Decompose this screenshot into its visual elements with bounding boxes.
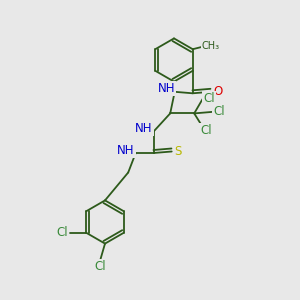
Text: Cl: Cl bbox=[213, 105, 225, 119]
Text: Cl: Cl bbox=[56, 226, 68, 239]
Text: Cl: Cl bbox=[203, 92, 215, 105]
Text: CH₃: CH₃ bbox=[202, 41, 220, 51]
Text: NH: NH bbox=[117, 144, 135, 157]
Text: NH: NH bbox=[135, 122, 153, 136]
Text: O: O bbox=[214, 85, 223, 98]
Text: Cl: Cl bbox=[200, 124, 212, 137]
Text: NH: NH bbox=[158, 82, 175, 95]
Text: Cl: Cl bbox=[95, 260, 106, 273]
Text: S: S bbox=[175, 145, 182, 158]
